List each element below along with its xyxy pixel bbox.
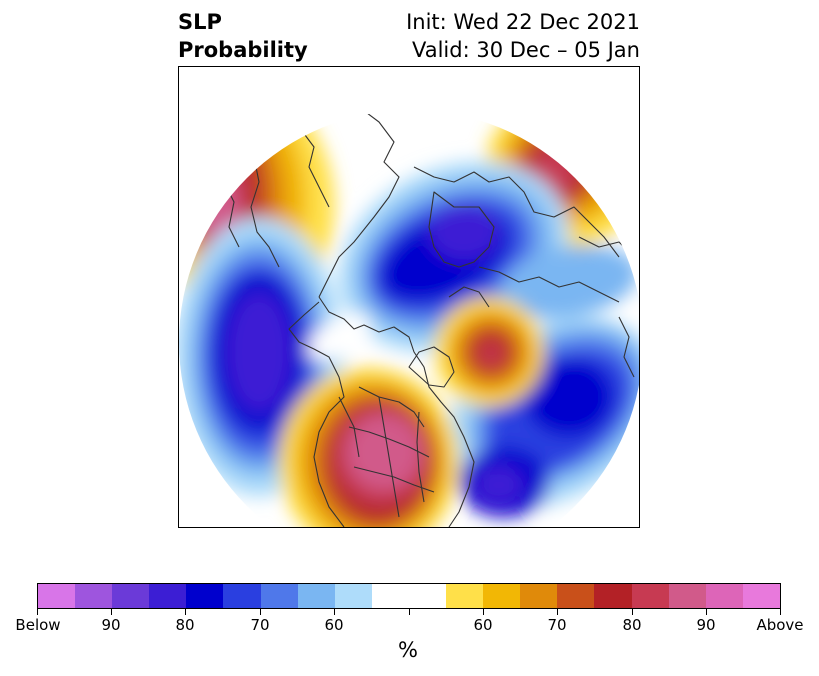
colorbar-segment [112, 584, 150, 608]
colorbar-tick [706, 609, 707, 615]
colorbar-segment [668, 584, 706, 608]
colorbar-label-above: Above [756, 616, 804, 634]
colorbar-segment [705, 584, 743, 608]
colorbar-tick [483, 609, 484, 615]
colorbar-segment [742, 584, 780, 608]
colorbar-segment [186, 584, 224, 608]
colorbar-tick [409, 609, 410, 615]
title-block-right: Init: Wed 22 Dec 2021 Valid: 30 Dec – 05… [406, 8, 640, 64]
colorbar-segment [520, 584, 558, 608]
colorbar-label-below: Below [15, 616, 61, 634]
colorbar-label-above-60: 60 [473, 616, 493, 634]
colorbar-segment [260, 584, 298, 608]
colorbar-label-below-60: 60 [324, 616, 344, 634]
colorbar-segment [38, 584, 76, 608]
colorbar [37, 583, 781, 609]
colorbar-label-above-80: 80 [622, 616, 642, 634]
colorbar-label-above-70: 70 [547, 616, 567, 634]
colorbar-segment [371, 584, 409, 608]
colorbar-tick [557, 609, 558, 615]
colorbar-tick [111, 609, 112, 615]
colorbar-segment [483, 584, 521, 608]
colorbar-segment [631, 584, 669, 608]
colorbar-segment [223, 584, 261, 608]
colorbar-tick [334, 609, 335, 615]
colorbar-label-below-70: 70 [250, 616, 270, 634]
colorbar-tick [260, 609, 261, 615]
colorbar-segment [75, 584, 113, 608]
colorbar-tick [185, 609, 186, 615]
title-field: Probability [178, 38, 308, 62]
colorbar-segment [408, 584, 447, 608]
colorbar-segment [594, 584, 632, 608]
colorbar-label-below-90: 90 [101, 616, 121, 634]
title-variable: SLP [178, 10, 222, 34]
colorbar-unit: % [398, 638, 418, 662]
init-date: Init: Wed 22 Dec 2021 [406, 10, 640, 34]
colorbar-segment [334, 584, 372, 608]
colorbar-label-above-90: 90 [696, 616, 716, 634]
colorbar-tick [632, 609, 633, 615]
colorbar-tick [780, 609, 781, 615]
colorbar-segment [297, 584, 335, 608]
colorbar-segment [446, 584, 484, 608]
title-block-left: SLP Probability [178, 8, 308, 64]
probability-map [178, 66, 640, 528]
colorbar-tick [37, 609, 38, 615]
colorbar-segment [557, 584, 595, 608]
map-canvas [179, 110, 639, 527]
colorbar-label-below-80: 80 [175, 616, 195, 634]
colorbar-segment [149, 584, 187, 608]
valid-range: Valid: 30 Dec – 05 Jan [411, 38, 640, 62]
